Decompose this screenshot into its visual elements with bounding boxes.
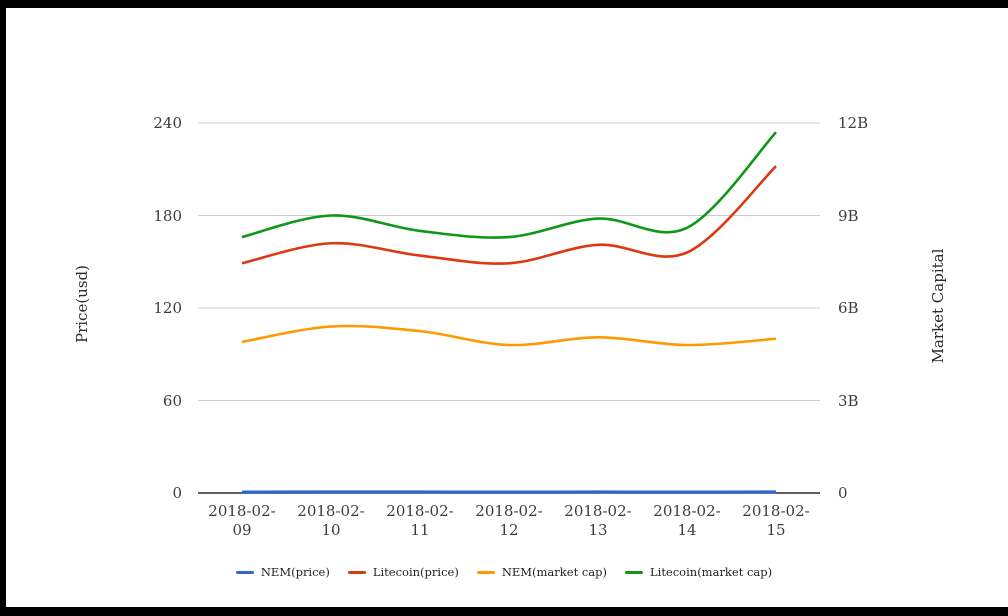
legend-item[interactable]: Litecoin(price)	[347, 565, 459, 579]
window-frame-top	[0, 0, 1008, 8]
y-left-tick-label: 240	[153, 114, 182, 132]
legend-line-marker	[476, 570, 495, 574]
y-left-tick-label: 60	[162, 391, 182, 410]
window-frame-bottom	[0, 607, 1008, 616]
legend-line-marker	[347, 570, 366, 574]
y-left-tick-label: 0	[172, 484, 182, 502]
y-right-tick-label: 12B	[838, 114, 869, 132]
y-right-tick-label: 9B	[838, 206, 859, 225]
legend-item-label: NEM(price)	[260, 565, 330, 579]
legend-item[interactable]: NEM(market cap)	[476, 565, 607, 579]
x-tick-label: 2018-02- 12	[475, 502, 543, 539]
x-tick-label: 2018-02- 11	[386, 502, 454, 539]
window-frame-left	[0, 0, 6, 616]
legend-item-label: Litecoin(market cap)	[650, 565, 773, 579]
legend-line-marker	[235, 570, 254, 574]
legend-item-label: NEM(market cap)	[501, 565, 607, 579]
legend-item[interactable]: Litecoin(market cap)	[625, 565, 772, 579]
left-axis-title: Price(usd)	[73, 265, 91, 344]
legend-item[interactable]: NEM(price)	[235, 565, 330, 579]
series-line-nem-market-cap-	[241, 324, 777, 347]
x-tick-label: 2018-02- 15	[742, 502, 810, 539]
right-axis-title: Market Capital	[929, 248, 947, 364]
y-right-tick-label: 6B	[838, 299, 859, 317]
x-tick-label: 2018-02- 10	[297, 502, 365, 539]
series-line-litecoin-price-	[241, 165, 777, 265]
y-left-tick-label: 120	[153, 299, 182, 317]
legend-item-label: Litecoin(price)	[372, 565, 459, 579]
x-tick-label: 2018-02- 14	[653, 502, 721, 539]
y-right-tick-label: 0	[838, 484, 848, 502]
legend: NEM(price) Litecoin(price) NEM(market cap)…	[0, 565, 1008, 579]
x-tick-label: 2018-02- 13	[564, 502, 632, 539]
y-left-tick-label: 180	[153, 206, 182, 225]
legend-line-marker	[625, 570, 643, 574]
x-tick-label: 2018-02- 09	[208, 502, 276, 539]
y-right-tick-label: 3B	[838, 391, 859, 410]
series-line-litecoin-market-cap-	[241, 131, 777, 239]
